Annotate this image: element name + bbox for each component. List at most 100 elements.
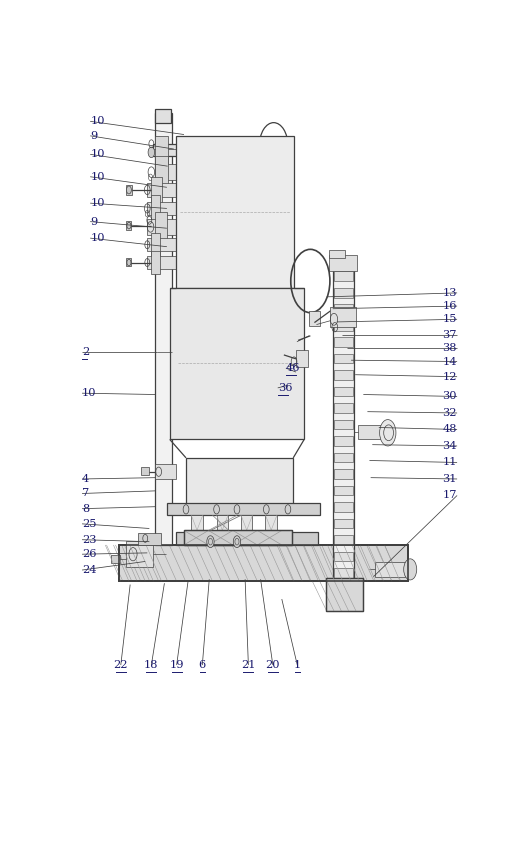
Bar — [215, 215, 227, 239]
Bar — [151, 250, 160, 274]
Polygon shape — [184, 503, 196, 515]
Bar — [333, 552, 353, 561]
Bar — [147, 183, 180, 196]
Text: 19: 19 — [169, 660, 184, 670]
Text: 10: 10 — [90, 117, 105, 126]
Bar — [329, 255, 357, 271]
Text: 2: 2 — [82, 347, 89, 357]
Bar — [333, 288, 353, 297]
Bar — [330, 308, 357, 327]
Bar — [112, 554, 120, 563]
Text: 9: 9 — [90, 217, 97, 226]
Bar — [333, 486, 353, 495]
Bar — [119, 545, 408, 581]
Bar — [266, 515, 277, 545]
Bar — [156, 213, 167, 242]
Text: 20: 20 — [266, 660, 280, 670]
Bar — [191, 515, 203, 545]
Text: 13: 13 — [442, 288, 457, 298]
Circle shape — [234, 536, 240, 548]
Bar — [333, 469, 353, 479]
Circle shape — [207, 536, 214, 548]
Text: 30: 30 — [442, 392, 457, 401]
Bar — [141, 467, 149, 475]
Bar — [156, 110, 171, 123]
Bar — [333, 518, 353, 529]
Text: 16: 16 — [442, 301, 457, 311]
Bar — [329, 250, 345, 258]
Text: 10: 10 — [90, 171, 105, 182]
Bar — [119, 545, 408, 581]
Bar — [333, 502, 353, 512]
Bar — [155, 113, 172, 545]
Text: 1: 1 — [294, 660, 301, 670]
Text: 9: 9 — [90, 131, 97, 141]
Text: 24: 24 — [82, 565, 97, 575]
Bar — [126, 541, 153, 567]
Bar — [170, 288, 304, 440]
Circle shape — [380, 420, 396, 446]
Bar — [184, 530, 292, 545]
Bar — [186, 458, 293, 512]
Bar — [154, 144, 255, 156]
Circle shape — [127, 222, 131, 229]
Polygon shape — [157, 343, 170, 363]
Bar — [147, 202, 176, 215]
Bar — [333, 268, 354, 581]
Bar — [333, 337, 353, 347]
Text: 36: 36 — [278, 383, 292, 393]
Bar — [156, 165, 237, 180]
Bar — [126, 185, 132, 195]
Bar — [333, 271, 353, 281]
Bar — [151, 177, 161, 203]
Circle shape — [403, 559, 417, 580]
Text: 23: 23 — [82, 535, 97, 545]
Text: 22: 22 — [114, 660, 128, 670]
Text: 7: 7 — [82, 488, 89, 499]
Bar — [333, 403, 353, 413]
Bar — [333, 420, 353, 429]
Circle shape — [126, 186, 132, 194]
Bar — [333, 370, 353, 380]
Text: 38: 38 — [442, 344, 457, 353]
Bar — [249, 137, 261, 161]
Text: 37: 37 — [442, 330, 457, 340]
Bar — [176, 136, 294, 288]
Bar — [156, 136, 168, 164]
Polygon shape — [265, 503, 277, 515]
Bar — [333, 535, 353, 545]
Circle shape — [148, 147, 155, 158]
Bar — [156, 156, 168, 188]
Text: 34: 34 — [442, 441, 457, 451]
Bar — [147, 219, 249, 235]
Bar — [184, 530, 292, 545]
Text: 31: 31 — [442, 474, 457, 484]
Bar — [309, 311, 320, 326]
Bar — [333, 354, 353, 363]
Text: 10: 10 — [82, 388, 97, 399]
Bar — [151, 233, 160, 256]
Text: 48: 48 — [442, 424, 457, 434]
Circle shape — [127, 259, 131, 266]
Bar — [241, 515, 252, 545]
Bar — [151, 195, 160, 222]
Text: 26: 26 — [82, 549, 97, 560]
Bar — [126, 221, 131, 231]
Bar — [326, 578, 362, 611]
Text: 10: 10 — [90, 149, 105, 159]
Bar — [147, 256, 176, 269]
Text: 10: 10 — [90, 198, 105, 208]
Bar — [217, 515, 228, 545]
Text: 10: 10 — [90, 233, 105, 243]
Bar — [333, 304, 353, 314]
Text: 15: 15 — [442, 315, 457, 324]
Text: 14: 14 — [442, 357, 457, 367]
Text: 12: 12 — [442, 372, 457, 381]
Bar — [375, 562, 406, 577]
Bar — [326, 578, 362, 611]
Bar — [333, 321, 353, 331]
Text: 11: 11 — [442, 458, 457, 467]
Bar — [296, 351, 308, 367]
Bar — [126, 258, 131, 267]
Text: 18: 18 — [144, 660, 159, 670]
